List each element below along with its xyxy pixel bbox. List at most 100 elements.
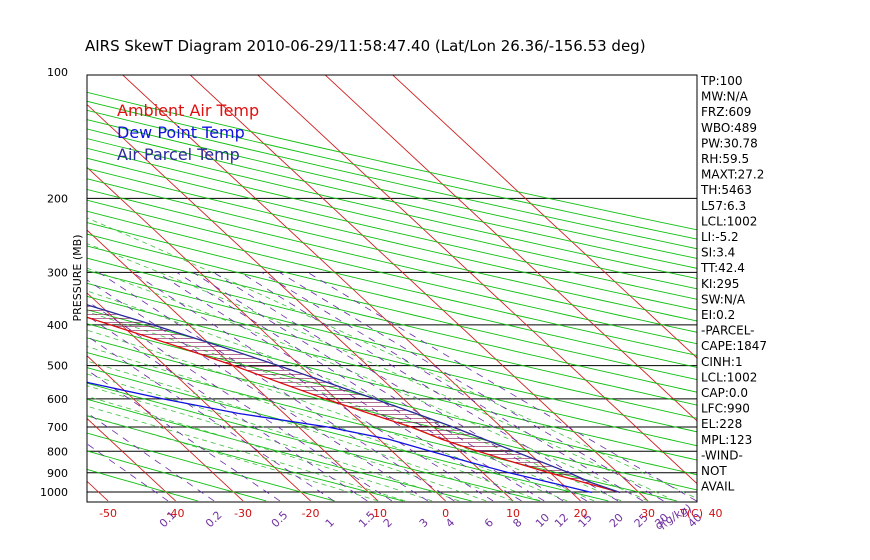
mixing-ratio-line [87, 335, 335, 502]
parcel-temp-curve [87, 304, 621, 494]
index-entry: CAP:0.0 [701, 386, 748, 400]
mixing-ratio-line [240, 272, 619, 502]
mixing-ratio-line [213, 272, 587, 502]
moist-adiabat-line [87, 243, 676, 502]
mixing-ratio-tick-label: 20 [607, 511, 626, 530]
dry-adiabat-line [87, 128, 697, 269]
dry-adiabat-line [87, 257, 697, 406]
moist-adiabat-line [87, 311, 595, 502]
mixing-ratio-tick-label: 0.2 [203, 509, 225, 531]
pressure-tick-label: 300 [47, 266, 68, 279]
index-entry: FRZ:609 [701, 105, 751, 119]
pressure-tick-label: 600 [47, 393, 68, 406]
moist-adiabat-line [87, 267, 649, 502]
index-entry: SW:N/A [701, 292, 746, 306]
isotherm-line [87, 103, 514, 502]
index-entry: TP:100 [700, 74, 743, 88]
index-entry: -PARCEL- [701, 324, 755, 338]
index-entry: LCL:1002 [701, 214, 757, 228]
legend-dewpoint: Dew Point Temp [117, 123, 245, 142]
mixing-ratio-line [98, 272, 455, 502]
dry-adiabat-line [87, 199, 697, 345]
index-entry: MW:N/A [701, 90, 749, 104]
temp-unit-label: T(C) [679, 507, 703, 520]
dry-adiabat-line [87, 222, 697, 368]
dry-adiabat-line [87, 282, 697, 433]
dry-adiabat-line [87, 367, 609, 502]
dry-adiabat-line [87, 245, 697, 393]
pressure-tick-label: 200 [47, 192, 68, 205]
dry-adiabat-line [87, 382, 541, 502]
index-entry: WBO:489 [701, 121, 757, 135]
index-entry: CINH:1 [701, 355, 743, 369]
dry-adiabat-line [87, 119, 697, 259]
moist-adiabat-line [87, 346, 541, 502]
dry-adiabat-line [87, 309, 697, 461]
cape-hatching [87, 305, 603, 487]
bottom-temp-tick-label: -30 [234, 507, 252, 520]
mixing-ratio-tick-label: 10 [533, 511, 552, 530]
index-entry: TT:42.4 [700, 261, 745, 275]
bottom-temp-tick-label: -40 [167, 507, 185, 520]
isotherm-line [392, 75, 697, 359]
plot-frame [86, 74, 698, 503]
index-entry: TH:5463 [700, 183, 752, 197]
mixing-ratio-line [87, 315, 368, 502]
dry-adiabat-line [87, 432, 335, 502]
pressure-tick-label: 500 [47, 360, 68, 373]
index-entry: LCL:1002 [701, 370, 757, 384]
moist-adiabat-line [87, 373, 487, 502]
isotherm-line [87, 480, 109, 502]
dry-adiabat-line [87, 352, 677, 502]
mixing-ratio-line [87, 279, 429, 502]
bottom-temp-tick-label: -20 [302, 507, 320, 520]
bottom-temp-tick-label: 30 [641, 507, 655, 520]
mixing-ratio-line [132, 272, 494, 502]
mixing-ratio-line [192, 272, 564, 502]
mixing-ratio-line [87, 369, 281, 502]
mixing-ratio-tick-label: 3 [417, 516, 431, 530]
dry-adiabat-line [87, 157, 697, 300]
mixing-ratio-line [156, 272, 522, 502]
dry-adiabat-line [87, 178, 697, 322]
index-entry: EI:0.2 [701, 308, 735, 322]
dewpoint-curve [87, 381, 592, 494]
mixing-ratio-tick-label: 6 [482, 516, 496, 530]
mixing-ratio-line [307, 272, 697, 502]
dry-adiabat-line [87, 109, 697, 250]
dry-adiabat-line [87, 210, 697, 356]
bottom-temp-tick-label: 40 [709, 507, 723, 520]
dry-adiabat-line [87, 233, 697, 381]
moist-adiabat-line [87, 290, 622, 502]
y-axis-label: PRESSURE (MB) [71, 235, 84, 322]
mixing-ratio-line [87, 412, 215, 502]
index-entry: L57:6.3 [701, 199, 746, 213]
dry-adiabat-line [87, 295, 697, 447]
index-entry: NOT [701, 464, 727, 478]
isotherm-line [87, 417, 176, 502]
dry-adiabat-line [87, 147, 697, 290]
moist-adiabat-line [87, 217, 697, 499]
bottom-temp-tick-label: 20 [574, 507, 588, 520]
mixing-ratio-line [261, 272, 644, 502]
dry-adiabat-line [87, 270, 697, 419]
index-entry: KI:295 [701, 277, 739, 291]
isotherm-line [0, 72, 41, 501]
mixing-ratio-line [87, 300, 393, 502]
index-entry: PW:30.78 [701, 136, 758, 150]
pressure-tick-label: 900 [47, 467, 68, 480]
dry-adiabat-line [87, 468, 198, 502]
dry-adiabat-line [87, 188, 697, 333]
moist-adiabat-line [87, 329, 568, 502]
bottom-temp-tick-label: -10 [369, 507, 387, 520]
index-entry: AVAIL [701, 480, 735, 494]
moist-adiabat-line [87, 385, 460, 502]
index-entry: LI:-5.2 [701, 230, 739, 244]
moist-adiabat-line [87, 360, 514, 502]
legend-ambient: Ambient Air Temp [117, 101, 259, 120]
dry-adiabat-line [87, 167, 697, 311]
axis-tick-labels: 0.1 0.2 0.5 1 1.5 2 3 4 6 8 10 12 15 20 25 30 4010020030… [40, 66, 723, 533]
bottom-temp-tick-label: -50 [99, 507, 117, 520]
